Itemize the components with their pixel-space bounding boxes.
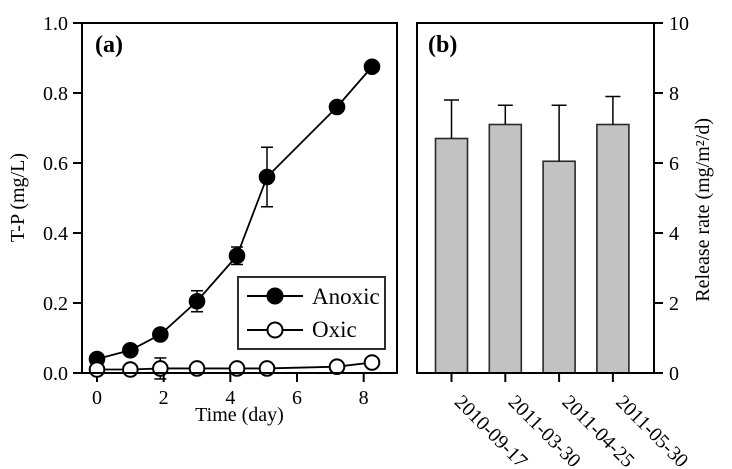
y-tick-label: 6	[669, 153, 679, 175]
data-point-anoxic	[328, 98, 346, 116]
data-point-anoxic	[228, 247, 246, 265]
data-point-anoxic	[152, 326, 169, 343]
x-tick-label: 0	[92, 387, 102, 409]
panel-a-y-axis-title-text: T-P (mg/L)	[6, 153, 29, 243]
y-tick-label: 0.2	[43, 293, 68, 315]
data-point-anoxic	[122, 341, 139, 359]
panel-a-label: (a)	[95, 32, 123, 58]
data-point-oxic	[122, 361, 139, 378]
y-tick-label: 0	[669, 363, 679, 385]
y-tick-label: 0.4	[43, 223, 68, 245]
panel-b-label: (b)	[428, 32, 458, 58]
bar	[542, 160, 576, 374]
x-tick-label: 4	[225, 387, 235, 409]
y-tick-label: 1.0	[43, 13, 68, 35]
y-tick-label: 8	[669, 83, 679, 105]
panel-a-frame	[81, 22, 398, 374]
y-tick-label: 0.8	[43, 83, 68, 105]
y-tick-label: 10	[669, 13, 689, 35]
legend-label-anoxic: Anoxic	[312, 283, 380, 309]
legend-label-oxic: Oxic	[312, 317, 357, 343]
legend: Anoxic Oxic	[237, 276, 386, 350]
panel-b-y-axis-title: Release rate (mg/m²/d)	[686, 30, 720, 390]
y-tick-label: 4	[669, 223, 679, 245]
oxic-marker-icon	[247, 321, 303, 339]
panel-a-canvas: 0.0 0.2 0.4 0.6 0.8 1.0 0 2 4 6 8	[43, 13, 398, 409]
data-point-oxic	[88, 361, 106, 378]
panel-b-y-axis-title-text: Release rate (mg/m²/d)	[691, 118, 714, 302]
data-point-oxic	[328, 358, 346, 376]
data-point-anoxic	[188, 292, 206, 310]
bar	[596, 123, 630, 374]
anoxic-marker-icon	[247, 287, 303, 305]
legend-entry-anoxic: Anoxic	[247, 281, 384, 311]
panel-b-canvas: 02468102010-09-172011-03-302011-04-25201…	[416, 13, 692, 469]
y-tick-label: 0.6	[43, 153, 68, 175]
panel-a-x-axis-title: Time (day)	[195, 404, 284, 426]
bar	[488, 123, 523, 374]
bar	[434, 137, 469, 374]
x-tick-label: 2	[159, 387, 169, 409]
panel-a-y-axis-title: T-P (mg/L)	[1, 23, 35, 373]
y-tick-label: 2	[669, 293, 679, 315]
data-point-anoxic	[258, 168, 276, 186]
panel-b-frame	[416, 22, 655, 374]
data-point-oxic	[363, 354, 381, 371]
legend-entry-oxic: Oxic	[247, 315, 384, 345]
y-tick-label: 0.0	[43, 363, 68, 385]
x-tick-label: 8	[359, 387, 369, 409]
data-point-anoxic	[363, 58, 381, 76]
x-tick-label: 6	[292, 387, 302, 409]
